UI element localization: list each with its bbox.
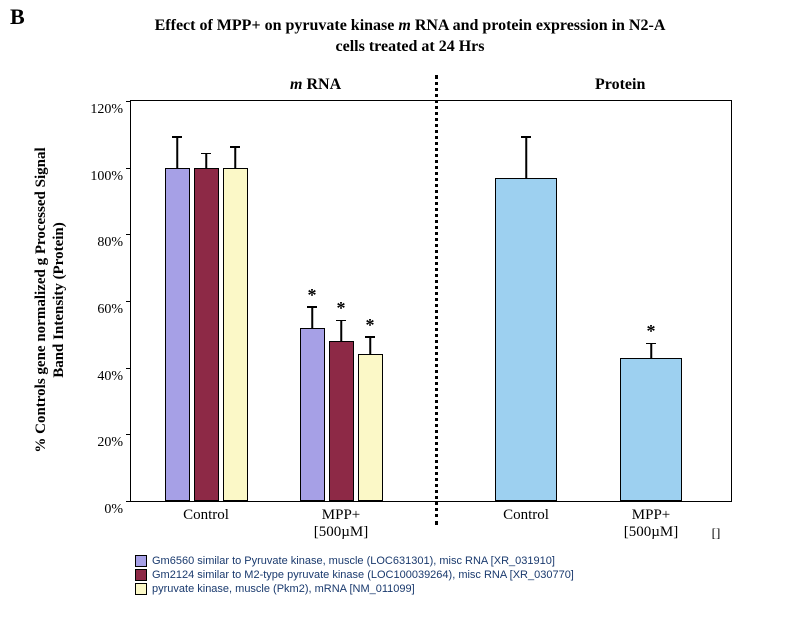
x-tick-label: MPP+[500µM]	[314, 507, 368, 541]
bar	[300, 328, 325, 501]
chart-area: 0%20%40%60%80%100%120%Control***MPP+[500…	[130, 100, 732, 502]
legend-swatch	[135, 555, 147, 567]
section-label-protein: Protein	[595, 76, 645, 94]
y-tick-label: 20%	[73, 435, 131, 451]
bar	[620, 358, 682, 501]
legend-swatch	[135, 569, 147, 581]
significance-marker: *	[366, 315, 375, 336]
bar	[223, 168, 248, 501]
significance-marker: *	[337, 298, 346, 319]
significance-marker: *	[308, 285, 317, 306]
bar	[495, 178, 557, 501]
y-tick-label: 80%	[73, 235, 131, 251]
bar	[329, 341, 354, 501]
x-tick-label: Control	[183, 507, 229, 524]
y-tick-label: 40%	[73, 369, 131, 385]
bar	[358, 354, 383, 501]
significance-marker: *	[647, 321, 656, 342]
panel-letter: B	[10, 4, 25, 30]
y-tick-label: 0%	[73, 502, 131, 518]
bar	[194, 168, 219, 501]
x-tick-label: MPP+[500µM]	[624, 507, 678, 541]
x-tick-label: Control	[503, 507, 549, 524]
legend-swatch	[135, 583, 147, 595]
y-axis-label: % Controls gene normalized g Processed S…	[32, 100, 68, 500]
section-label-mrna: m RNA	[290, 76, 341, 94]
extra-text: []	[712, 525, 721, 541]
legend-item: pyruvate kinase, muscle (Pkm2), mRNA [NM…	[135, 583, 574, 595]
legend: Gm6560 similar to Pyruvate kinase, muscl…	[135, 555, 574, 597]
legend-label: Gm2124 similar to M2-type pyruvate kinas…	[152, 569, 574, 581]
legend-label: Gm6560 similar to Pyruvate kinase, muscl…	[152, 555, 555, 567]
bar	[165, 168, 190, 501]
legend-item: Gm6560 similar to Pyruvate kinase, muscl…	[135, 555, 574, 567]
legend-item: Gm2124 similar to M2-type pyruvate kinas…	[135, 569, 574, 581]
y-tick-label: 100%	[73, 169, 131, 185]
y-tick-label: 60%	[73, 302, 131, 318]
panel-divider	[435, 75, 438, 525]
y-tick-label: 120%	[73, 102, 131, 118]
legend-label: pyruvate kinase, muscle (Pkm2), mRNA [NM…	[152, 583, 415, 595]
chart-title: Effect of MPP+ on pyruvate kinase m RNA …	[60, 16, 760, 58]
